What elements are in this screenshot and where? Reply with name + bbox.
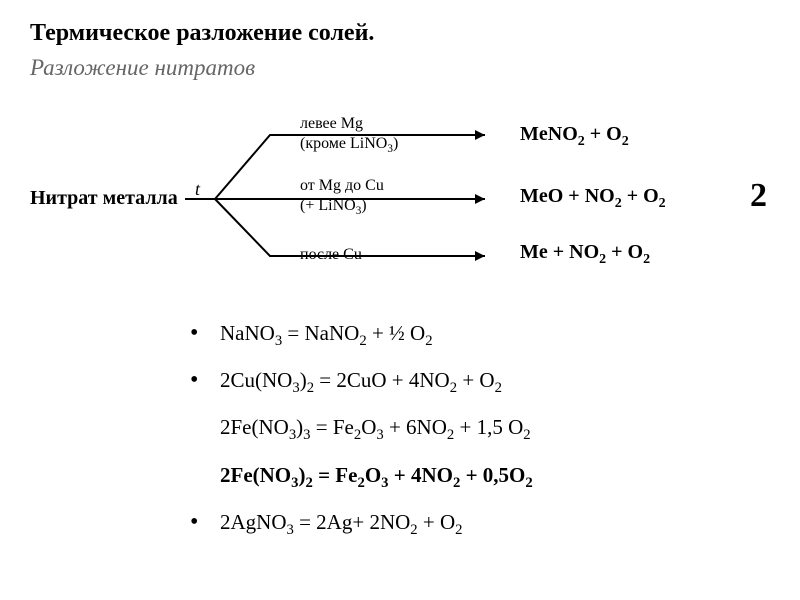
equation-text: 2AgNO3 = 2Ag+ 2NO2 + O2: [220, 510, 462, 539]
equation-text: NaNO3 = NaNO2 + ½ O2: [220, 321, 433, 350]
decomposition-diagram: Нитрат металла t левее Mg (кроме LiNO3) …: [30, 111, 770, 301]
equation-text: 2Fe(NO3)3 = Fe2O3 + 6NO2 + 1,5 O2: [220, 415, 531, 444]
bullet-icon: •: [190, 368, 220, 392]
product1: MeNO2 + O2: [520, 123, 629, 150]
nitrate-label: Нитрат металла: [30, 187, 178, 210]
equation-text: 2Fe(NO3)2 = Fe2O3 + 4NO2 + 0,5O2: [220, 463, 533, 492]
bullet-icon: •: [190, 321, 220, 345]
page-title: Термическое разложение солей.: [30, 20, 770, 47]
equation-text: 2Cu(NO3)2 = 2CuO + 4NO2 + O2: [220, 368, 502, 397]
equation-row: •2Cu(NO3)2 = 2CuO + 4NO2 + O2: [190, 368, 770, 397]
branch1-label1: левее Mg: [300, 115, 363, 133]
equation-row: •2Fe(NO3)3 = Fe2O3 + 6NO2 + 1,5 O2: [190, 415, 770, 444]
branch1-label2: (кроме LiNO3): [300, 135, 398, 156]
equation-row: •NaNO3 = NaNO2 + ½ O2: [190, 321, 770, 350]
equation-row: •2Fe(NO3)2 = Fe2O3 + 4NO2 + 0,5O2: [190, 463, 770, 492]
branch3-label1: после Cu: [300, 246, 362, 264]
product2: MeO + NO2 + O2: [520, 185, 666, 212]
equation-list: •NaNO3 = NaNO2 + ½ O2•2Cu(NO3)2 = 2CuO +…: [190, 321, 770, 539]
equation-row: •2AgNO3 = 2Ag+ 2NO2 + O2: [190, 510, 770, 539]
product3: Me + NO2 + O2: [520, 241, 650, 268]
page-subtitle: Разложение нитратов: [30, 55, 770, 81]
bullet-icon: •: [190, 510, 220, 534]
branch2-label2: (+ LiNO3): [300, 197, 367, 218]
branch2-label1: от Mg до Cu: [300, 177, 384, 195]
overlay-2: 2: [750, 177, 767, 215]
